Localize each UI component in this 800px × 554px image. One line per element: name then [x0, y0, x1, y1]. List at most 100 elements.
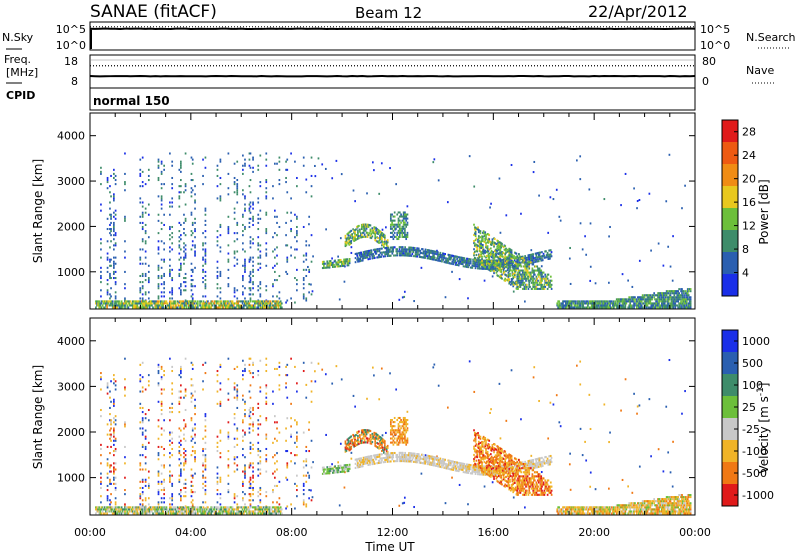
- power-cell: [481, 259, 483, 262]
- power-cell: [378, 241, 380, 244]
- power-cell: [550, 283, 553, 286]
- power-cell: [645, 306, 648, 309]
- velocity-cell: [147, 374, 150, 377]
- velocity-cell: [183, 452, 185, 455]
- power-cell: [569, 282, 572, 285]
- power-cell: [204, 242, 207, 245]
- power-cell: [237, 304, 239, 307]
- power-cell: [147, 203, 150, 206]
- power-cell: [279, 300, 282, 303]
- power-cell: [174, 302, 177, 305]
- y-tick-label: 2000: [57, 220, 85, 233]
- power-cell: [180, 283, 182, 286]
- power-cell: [242, 285, 244, 288]
- power-cell: [602, 306, 605, 309]
- velocity-cell: [139, 468, 142, 471]
- velocity-cell: [265, 369, 268, 373]
- velocity-cell: [95, 506, 97, 509]
- power-cell: [524, 263, 526, 266]
- power-cell: [481, 263, 483, 266]
- power-cell: [400, 215, 402, 218]
- power-cell: [348, 258, 351, 261]
- velocity-cell: [178, 411, 181, 414]
- power-cell: [509, 260, 511, 263]
- power-cell: [405, 248, 408, 251]
- power-cell: [549, 253, 552, 256]
- power-cell: [404, 215, 406, 218]
- velocity-cell: [257, 427, 260, 430]
- power-cell: [191, 179, 194, 182]
- velocity-cell: [109, 452, 111, 455]
- velocity-cell: [273, 367, 276, 370]
- power-cell: [641, 296, 644, 299]
- power-cell: [493, 265, 495, 268]
- power-cell: [676, 292, 679, 295]
- power-cell: [265, 252, 268, 255]
- power-cell: [558, 306, 560, 309]
- power-cell: [169, 264, 171, 267]
- nsearch-label: N.Search: [746, 31, 796, 44]
- velocity-cell: [285, 439, 287, 442]
- velocity-cell: [308, 489, 311, 492]
- velocity-cell: [633, 392, 635, 395]
- power-cell: [178, 191, 181, 194]
- velocity-cell: [302, 484, 305, 487]
- power-cell: [520, 212, 522, 215]
- velocity-cell: [272, 501, 274, 504]
- power-cell: [610, 306, 612, 309]
- power-cell: [523, 273, 526, 276]
- power-cell: [194, 207, 196, 210]
- power-cell: [664, 296, 667, 299]
- power-cell: [485, 235, 487, 239]
- velocity-cell: [97, 510, 99, 513]
- power-cell: [149, 300, 152, 303]
- velocity-cell: [191, 450, 194, 453]
- velocity-cell: [296, 445, 298, 448]
- power-cell: [257, 256, 260, 259]
- power-cell: [587, 300, 589, 303]
- velocity-cell: [100, 376, 102, 379]
- power-cell: [124, 240, 126, 243]
- power-cell: [684, 302, 687, 305]
- velocity-cell: [100, 388, 102, 391]
- power-cell: [542, 277, 545, 280]
- velocity-cell: [119, 508, 122, 511]
- power-cell: [628, 300, 631, 303]
- power-cell: [100, 170, 102, 173]
- velocity-cell: [113, 427, 115, 430]
- velocity-cell: [285, 374, 287, 377]
- velocity-cell: [236, 468, 239, 471]
- power-cell: [370, 237, 373, 240]
- power-cell: [403, 290, 406, 293]
- power-cell: [184, 185, 187, 188]
- power-cell: [359, 257, 362, 260]
- power-cell: [100, 300, 103, 303]
- power-cell: [160, 277, 163, 280]
- power-cell: [357, 229, 359, 232]
- power-cell: [269, 306, 272, 309]
- power-cell: [100, 270, 102, 273]
- velocity-cell: [244, 476, 246, 479]
- power-cell: [184, 277, 187, 280]
- power-cell: [357, 235, 359, 238]
- power-cell: [560, 302, 562, 305]
- velocity-cell: [249, 423, 252, 426]
- power-cell: [158, 300, 161, 303]
- power-cell: [180, 289, 182, 292]
- power-cell: [402, 217, 405, 220]
- power-cell: [666, 290, 669, 293]
- power-cell: [113, 193, 115, 196]
- power-cell: [113, 262, 115, 265]
- power-cell: [102, 300, 105, 303]
- power-cell: [681, 296, 683, 299]
- velocity-cell: [302, 361, 305, 364]
- power-cell: [302, 279, 305, 282]
- power-cell: [340, 262, 343, 265]
- power-cell: [257, 268, 260, 271]
- velocity-cell: [257, 441, 260, 444]
- power-cell: [402, 219, 405, 222]
- power-cell: [226, 300, 228, 303]
- velocity-cell: [144, 456, 147, 459]
- power-cell: [517, 265, 519, 268]
- power-cell: [270, 302, 273, 305]
